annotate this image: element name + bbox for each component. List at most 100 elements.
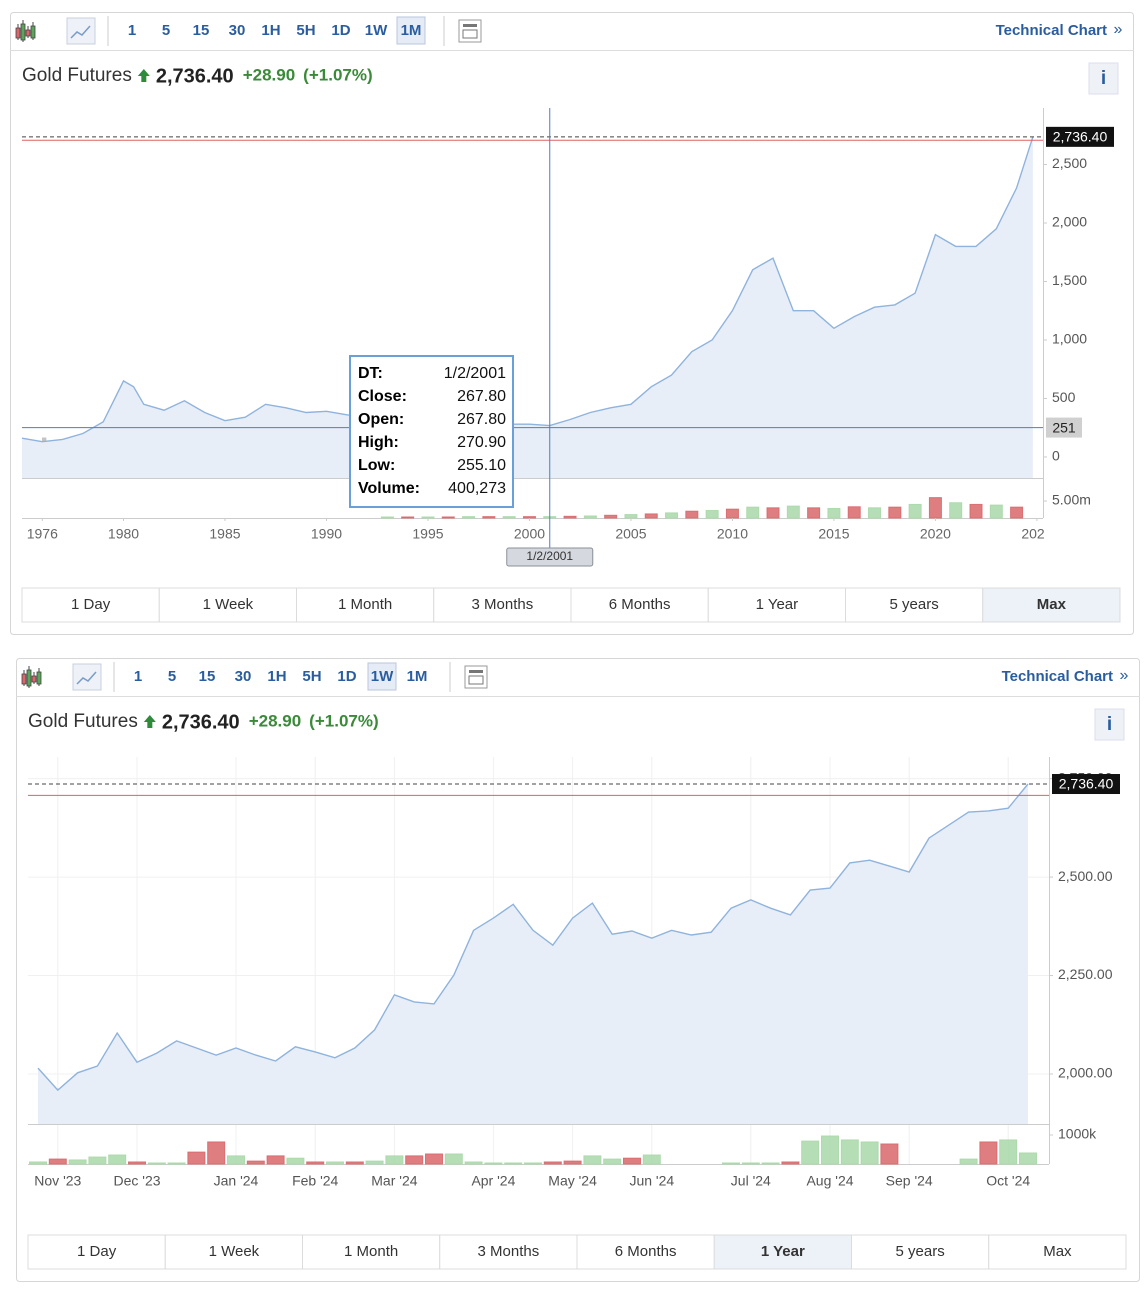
volume-tick-label: 1000k bbox=[1058, 1126, 1097, 1142]
candle-icon[interactable] bbox=[20, 23, 26, 41]
interval-button[interactable]: 30 bbox=[229, 22, 246, 39]
interval-button[interactable]: 15 bbox=[193, 22, 210, 39]
interval-button[interactable]: 1D bbox=[337, 668, 356, 685]
range-label[interactable]: 6 Months bbox=[609, 596, 671, 613]
range-button[interactable] bbox=[164, 1234, 303, 1270]
volume-bar bbox=[888, 506, 902, 519]
info-icon[interactable]: i bbox=[1101, 68, 1106, 89]
info-icon[interactable]: i bbox=[1107, 714, 1112, 735]
range-button[interactable] bbox=[439, 1234, 578, 1270]
last-price-label: 2,736.40 bbox=[1053, 129, 1108, 145]
interval-button[interactable]: 1M bbox=[407, 668, 428, 685]
range-label[interactable]: 1 Month bbox=[338, 596, 392, 613]
volume-bar bbox=[88, 1156, 107, 1165]
range-button[interactable] bbox=[988, 1234, 1127, 1270]
volume-bar bbox=[286, 1157, 305, 1165]
crosshair-x-label: 1/2/2001 bbox=[526, 549, 573, 563]
interval-button[interactable]: 1 bbox=[128, 22, 136, 39]
interval-button[interactable]: 1M bbox=[401, 22, 422, 39]
candle-icon[interactable] bbox=[15, 27, 21, 39]
price-area bbox=[22, 136, 1033, 479]
volume-bar bbox=[665, 512, 679, 519]
volume-bar bbox=[761, 1162, 780, 1165]
range-label[interactable]: 5 years bbox=[890, 596, 939, 613]
tooltip-value: 1/2/2001 bbox=[444, 365, 506, 382]
interval-button[interactable]: 1W bbox=[371, 668, 394, 685]
chart-widget: 1 5 15 30 1H 5H 1D 1W 1M Technical Chart »Gold Fut… bbox=[16, 658, 1140, 1282]
volume-bar bbox=[266, 1155, 285, 1165]
volume-bar bbox=[928, 497, 942, 519]
range-button[interactable] bbox=[158, 587, 297, 623]
info-button[interactable] bbox=[1094, 708, 1125, 741]
range-label[interactable]: 5 years bbox=[896, 1243, 945, 1260]
volume-bar bbox=[380, 516, 394, 519]
range-button[interactable] bbox=[21, 587, 160, 623]
interval-button[interactable]: 5H bbox=[296, 22, 315, 39]
range-label[interactable]: 3 Months bbox=[478, 1243, 540, 1260]
volume-bar bbox=[583, 515, 597, 519]
chart-widget: 1 5 15 30 1H 5H 1D 1W 1M Technical Chart »Gold Fut… bbox=[10, 12, 1134, 635]
range-label[interactable]: Max bbox=[1043, 1243, 1072, 1260]
interval-button[interactable]: 1D bbox=[331, 22, 350, 39]
technical-chart-link[interactable]: Technical Chart bbox=[1002, 668, 1113, 685]
price: 2,736.40 bbox=[162, 711, 240, 733]
volume-bar bbox=[401, 516, 415, 519]
range-button[interactable] bbox=[713, 1234, 852, 1270]
range-label[interactable]: Max bbox=[1037, 596, 1067, 613]
y-tick-label: 2,000 bbox=[1052, 214, 1087, 230]
range-button[interactable] bbox=[707, 587, 846, 623]
technical-chart-link[interactable]: Technical Chart bbox=[996, 22, 1107, 39]
candle-icon[interactable] bbox=[31, 675, 37, 683]
interval-button[interactable]: 1H bbox=[261, 22, 280, 39]
range-label[interactable]: 1 Year bbox=[761, 1243, 805, 1260]
price-change-percent: (+1.07%) bbox=[303, 65, 372, 84]
volume-bar bbox=[801, 1140, 820, 1165]
line-icon bbox=[70, 25, 91, 39]
x-tick-label: Sep '24 bbox=[886, 1173, 933, 1189]
range-button[interactable] bbox=[570, 587, 709, 623]
candle-icon[interactable] bbox=[25, 29, 31, 37]
x-tick-label: 1995 bbox=[412, 526, 443, 542]
interval-button[interactable]: 15 bbox=[199, 668, 216, 685]
link-arrow[interactable]: » bbox=[1114, 21, 1123, 38]
layout-button[interactable] bbox=[464, 665, 488, 689]
range-label[interactable]: 1 Week bbox=[209, 1243, 260, 1260]
interval-button[interactable]: 1 bbox=[134, 668, 142, 685]
candle-icon[interactable] bbox=[30, 25, 36, 39]
interval-button[interactable]: 5 bbox=[162, 22, 170, 39]
interval-button[interactable]: 1H bbox=[267, 668, 286, 685]
volume-bar bbox=[722, 1162, 740, 1165]
range-button[interactable] bbox=[982, 587, 1121, 623]
candle-icon[interactable] bbox=[36, 671, 42, 685]
range-button[interactable] bbox=[845, 587, 984, 623]
candle-icon[interactable] bbox=[26, 669, 32, 687]
volume-bar bbox=[484, 1162, 503, 1165]
range-label[interactable]: 1 Month bbox=[344, 1243, 398, 1260]
volume-bar bbox=[644, 513, 658, 519]
range-button[interactable] bbox=[433, 587, 572, 623]
info-button[interactable] bbox=[1088, 62, 1119, 95]
y-tick-label: 2,250.00 bbox=[1058, 966, 1113, 982]
range-label[interactable]: 1 Week bbox=[203, 596, 254, 613]
range-label[interactable]: 1 Day bbox=[77, 1243, 117, 1260]
volume-bar bbox=[405, 1155, 424, 1165]
interval-button[interactable]: 1W bbox=[365, 22, 388, 39]
line-chart-button[interactable] bbox=[72, 663, 102, 691]
interval-button[interactable]: 5 bbox=[168, 668, 176, 685]
layout-button[interactable] bbox=[458, 19, 482, 43]
range-label[interactable]: 1 Day bbox=[71, 596, 111, 613]
range-label[interactable]: 3 Months bbox=[472, 596, 534, 613]
x-tick-label: 1990 bbox=[311, 526, 342, 542]
range-label[interactable]: 1 Year bbox=[756, 596, 799, 613]
volume-bar bbox=[827, 508, 841, 519]
line-chart-button[interactable] bbox=[66, 17, 96, 45]
volume-bar bbox=[999, 1139, 1018, 1165]
candle-icon[interactable] bbox=[21, 673, 27, 685]
interval-button[interactable]: 5H bbox=[302, 668, 321, 685]
range-label[interactable]: 6 Months bbox=[615, 1243, 677, 1260]
range-button[interactable] bbox=[302, 1234, 441, 1270]
link-arrow[interactable]: » bbox=[1120, 667, 1129, 684]
interval-button[interactable]: 30 bbox=[235, 668, 252, 685]
x-tick-label: Dec '23 bbox=[113, 1173, 160, 1189]
volume-bar bbox=[482, 516, 496, 519]
